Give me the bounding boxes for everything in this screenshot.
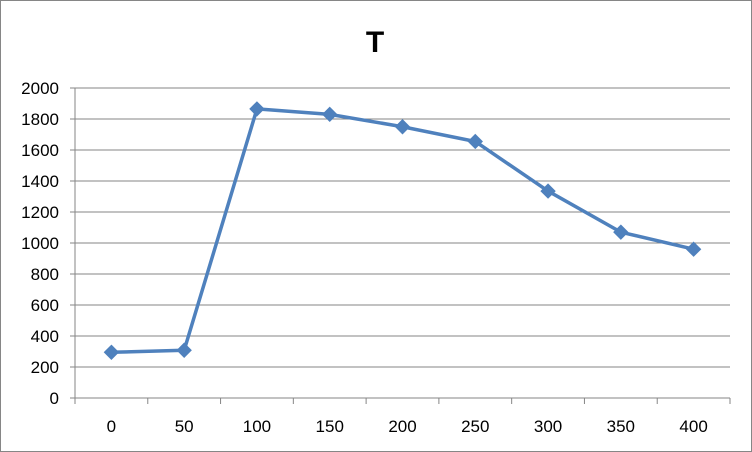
y-tick-label: 1400: [21, 172, 59, 191]
data-point: [540, 183, 556, 199]
y-tick-label: 1200: [21, 203, 59, 222]
y-axis-tick-labels: 0 200 400 600 800 1000 1200 1400 1600 1800 2000: [21, 79, 59, 408]
y-tick-label: 2000: [21, 79, 59, 98]
y-tick-label: 1000: [21, 234, 59, 253]
data-point: [249, 101, 265, 117]
y-tick-label: 200: [31, 358, 59, 377]
data-point: [394, 119, 411, 135]
y-tick-label: 1600: [21, 141, 59, 160]
x-tick-label: 100: [243, 417, 271, 436]
x-tick-label: 150: [316, 417, 344, 436]
data-point: [103, 344, 120, 360]
x-tick-label: 250: [461, 417, 489, 436]
chart-title: T: [366, 26, 384, 59]
series-line: [111, 107, 695, 355]
x-tick-label: 400: [679, 417, 707, 436]
data-point: [322, 106, 338, 123]
x-axis-tick-labels: 0 50 100 150 200 250 300 350 400: [107, 417, 708, 436]
x-tick-label: 50: [175, 417, 194, 436]
y-tick-label: 0: [50, 389, 59, 408]
x-tick-label: 350: [607, 417, 635, 436]
y-tick-label: 600: [31, 296, 59, 315]
y-tick-label: 1800: [21, 110, 59, 129]
gridlines: [75, 87, 730, 368]
data-point: [176, 342, 192, 358]
x-tick-label: 300: [534, 417, 562, 436]
data-point: [467, 133, 483, 150]
data-point: [613, 224, 629, 240]
series-layer: [103, 101, 702, 360]
y-tick-label: 800: [31, 265, 59, 284]
axes: [70, 87, 731, 404]
x-tick-label: 200: [388, 417, 416, 436]
data-point: [685, 241, 702, 257]
y-tick-label: 400: [31, 327, 59, 346]
x-tick-label: 0: [107, 417, 116, 436]
